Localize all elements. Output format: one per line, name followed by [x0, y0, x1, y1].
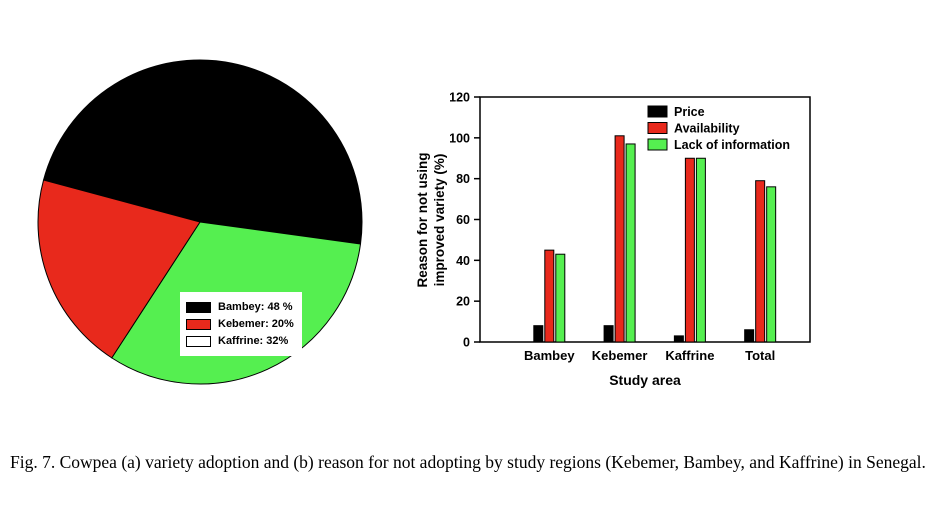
bar-kaffrine-price [673, 335, 684, 343]
pie-legend-item-kebemer: Kebemer: 20% [186, 318, 294, 330]
y-tick-label: 0 [463, 336, 470, 350]
pie-legend-swatch-kaffrine [186, 335, 211, 347]
y-tick-label: 100 [450, 131, 470, 145]
pie-legend-item-kaffrine: Kaffrine: 32% [186, 335, 294, 347]
x-tick-label-kaffrine: Kaffrine [665, 348, 714, 363]
bar-kebemer-availability [614, 135, 625, 343]
pie-legend-label-kebemer: Kebemer: 20% [218, 318, 294, 330]
x-tick-label-kebemer: Kebemer [592, 348, 648, 363]
bar-legend-swatch-price [647, 105, 668, 118]
y-tick-label: 60 [456, 213, 470, 227]
bar-kaffrine-availability [684, 157, 695, 343]
y-tick-label: 20 [456, 295, 470, 309]
x-tick-label-total: Total [745, 348, 775, 363]
bar-y-axis-title: Reason for not using improved variety (%… [415, 105, 449, 335]
bar-legend-label-price: Price [674, 105, 705, 119]
bar-total-lack-of-information [766, 186, 777, 343]
y-tick-label: 80 [456, 172, 470, 186]
bar-legend-swatch-availability [647, 122, 668, 134]
x-axis-title: Study area [609, 372, 681, 388]
pie-legend-label-kaffrine: Kaffrine: 32% [218, 335, 289, 347]
bar-legend-swatch-lack-of-information [647, 138, 668, 151]
bar-y-axis-title-line2: improved variety (%) [432, 153, 447, 287]
pie-legend-label-bambey: Bambey: 48 % [218, 301, 293, 313]
pie-slice-kebemer [37, 179, 201, 359]
bar-y-axis-title-line1: Reason for not using [415, 152, 431, 288]
bar-chart-panel: Reason for not using improved variety (%… [410, 72, 920, 417]
x-tick-label-bambey: Bambey [524, 348, 575, 363]
bar-total-price [744, 329, 755, 343]
bar-kaffrine-lack-of-information [695, 157, 706, 343]
pie-legend-swatch-bambey [186, 301, 211, 313]
pie-legend: Bambey: 48 % Kebemer: 20% Kaffrine: 32% [180, 292, 302, 356]
y-tick-label: 40 [456, 254, 470, 268]
bar-kebemer-lack-of-information [625, 143, 636, 343]
bar-bambey-lack-of-information [555, 253, 566, 343]
pie-chart-panel: Bambey: 48 % Kebemer: 20% Kaffrine: 32% [30, 50, 375, 400]
figure-caption: Fig. 7. Cowpea (a) variety adoption and … [10, 452, 926, 472]
bar-legend-label-lack-of-information: Lack of information [674, 138, 790, 152]
y-tick-label: 120 [450, 91, 470, 105]
bar-kebemer-price [603, 325, 614, 343]
bar-total-availability [755, 180, 766, 343]
bar-legend-label-availability: Availability [674, 122, 740, 136]
bar-chart-svg: 0 20 40 60 80 100 120 Bambey Kebemer Kaffrine Tota… [450, 91, 811, 388]
pie-legend-item-bambey: Bambey: 48 % [186, 301, 294, 313]
pie-slice-bambey [42, 59, 363, 245]
bar-bambey-availability [544, 249, 555, 343]
pie-legend-swatch-kebemer [186, 318, 211, 330]
bar-bambey-price [533, 325, 544, 343]
